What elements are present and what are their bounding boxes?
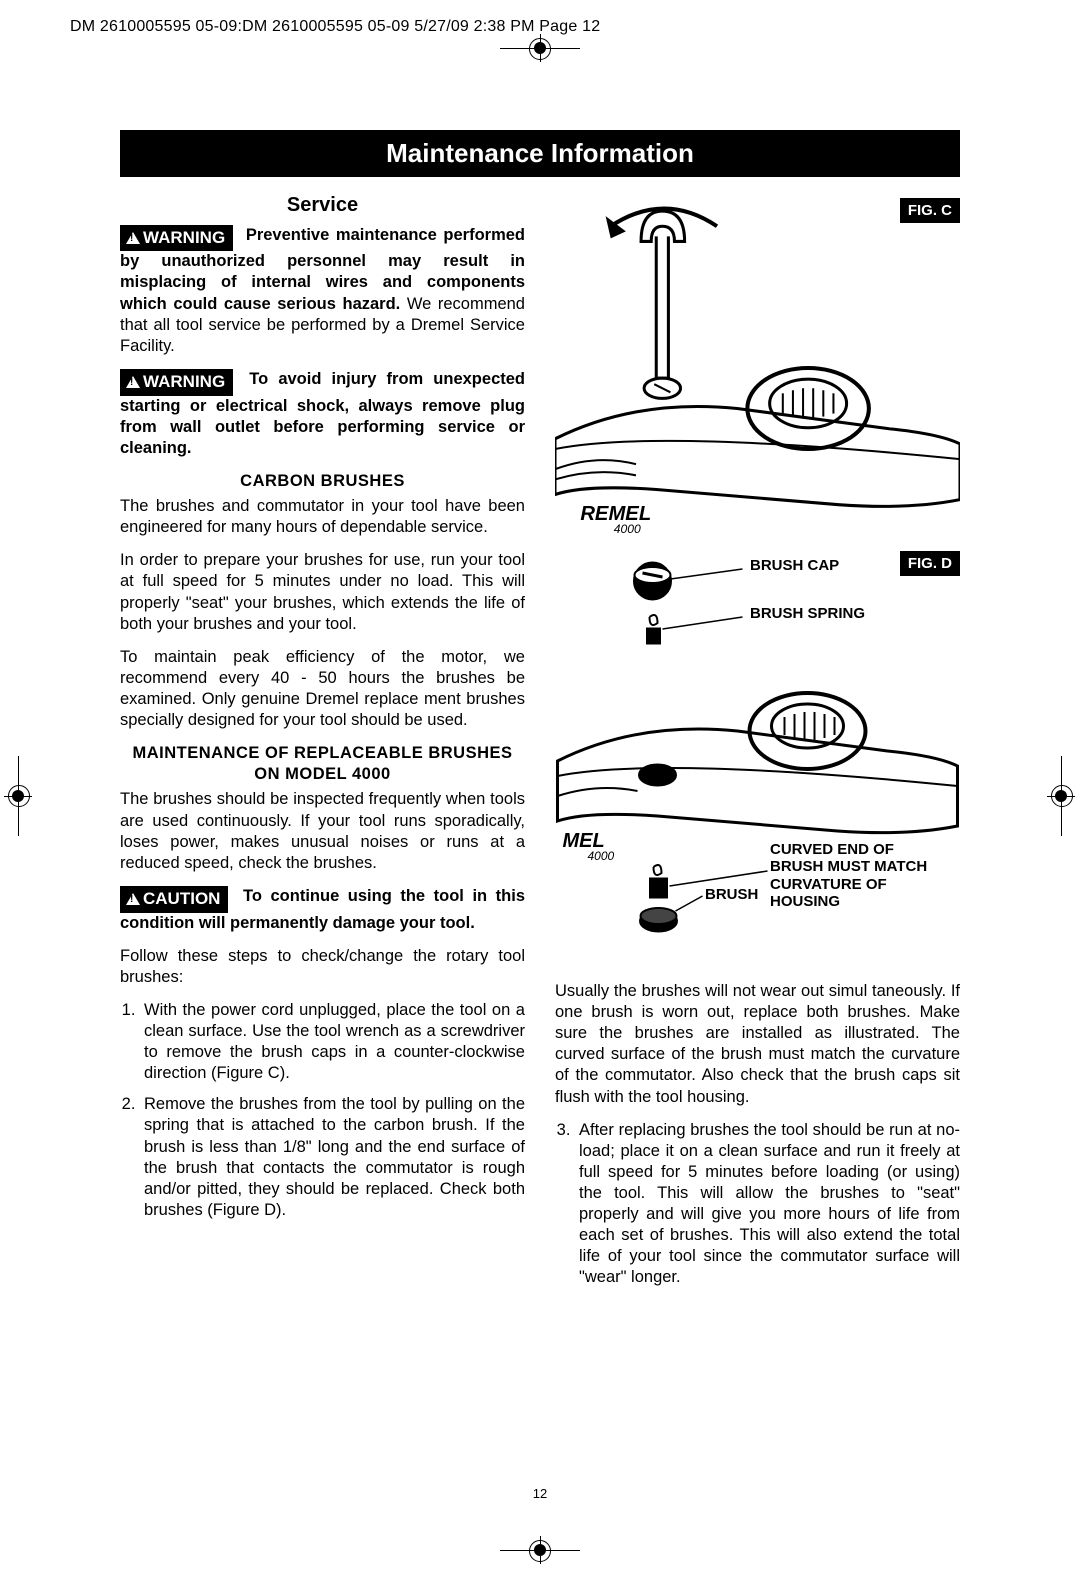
crop-mark-right: [1061, 756, 1062, 836]
carbon-p2: In order to prepare your brushes for use…: [120, 550, 525, 634]
svg-text:4000: 4000: [588, 849, 615, 863]
step-1: With the power cord unplugged, place the…: [140, 1000, 525, 1084]
step-3: After replacing brushes the tool should …: [575, 1120, 960, 1289]
crop-mark-left: [18, 756, 19, 836]
warning-1: WARNING Preventive maintenance performed…: [120, 225, 525, 357]
service-heading: Service: [120, 193, 525, 219]
brush-label: BRUSH: [705, 886, 758, 903]
page-number: 12: [533, 1486, 547, 1501]
brush-cap-label: BRUSH CAP: [750, 557, 839, 574]
fig-d-label: FIG. D: [900, 551, 960, 576]
svg-text:4000: 4000: [614, 522, 641, 536]
fig-c-label: FIG. C: [900, 198, 960, 223]
maint-p1: The brushes should be inspected frequent…: [120, 789, 525, 873]
left-column: Service WARNING Preventive maintenance p…: [120, 193, 525, 1301]
carbon-brushes-heading: CARBON BRUSHES: [120, 471, 525, 492]
maintenance-heading: MAINTENANCE OF REPLACEABLE BRUSHES ON MO…: [120, 743, 525, 785]
warning-icon: [126, 376, 140, 388]
warning-icon: [126, 893, 140, 905]
carbon-p3: To maintain peak efficiency of the motor…: [120, 647, 525, 731]
warning-badge: WARNING: [120, 369, 233, 396]
crop-mark-top: [500, 48, 580, 49]
pdf-meta-header: DM 2610005595 05-09:DM 2610005595 05-09 …: [70, 18, 600, 36]
steps-list: With the power cord unplugged, place the…: [120, 1000, 525, 1221]
page-content: Maintenance Information Service WARNING …: [120, 130, 960, 1471]
right-column: FIG. C: [555, 193, 960, 1301]
figure-c: FIG. C: [555, 193, 960, 543]
figure-d: FIG. D BRUSH CAP BRUSH SPRING BRUSH CURV…: [555, 551, 960, 971]
caution-1: CAUTION To continue using the tool in th…: [120, 886, 525, 934]
brush-spring-label: BRUSH SPRING: [750, 605, 865, 622]
page-title: Maintenance Information: [120, 130, 960, 177]
curved-end-label: CURVED END OF BRUSH MUST MATCH CURVATURE…: [770, 841, 940, 910]
carbon-p1: The brushes and commutator in your tool …: [120, 496, 525, 538]
crop-mark-bottom: [500, 1550, 580, 1551]
follow-steps: Follow these steps to check/change the r…: [120, 946, 525, 988]
warning-icon: [126, 232, 140, 244]
steps-list-continued: After replacing brushes the tool should …: [555, 1120, 960, 1289]
right-p1: Usually the brushes will not wear out si…: [555, 981, 960, 1108]
figure-c-illustration: REMEL 4000: [555, 193, 960, 543]
warning-badge: WARNING: [120, 225, 233, 252]
caution-badge: CAUTION: [120, 886, 228, 913]
step-2: Remove the brushes from the tool by pull…: [140, 1094, 525, 1221]
warning-2: WARNING To avoid injury from unexpected …: [120, 369, 525, 459]
